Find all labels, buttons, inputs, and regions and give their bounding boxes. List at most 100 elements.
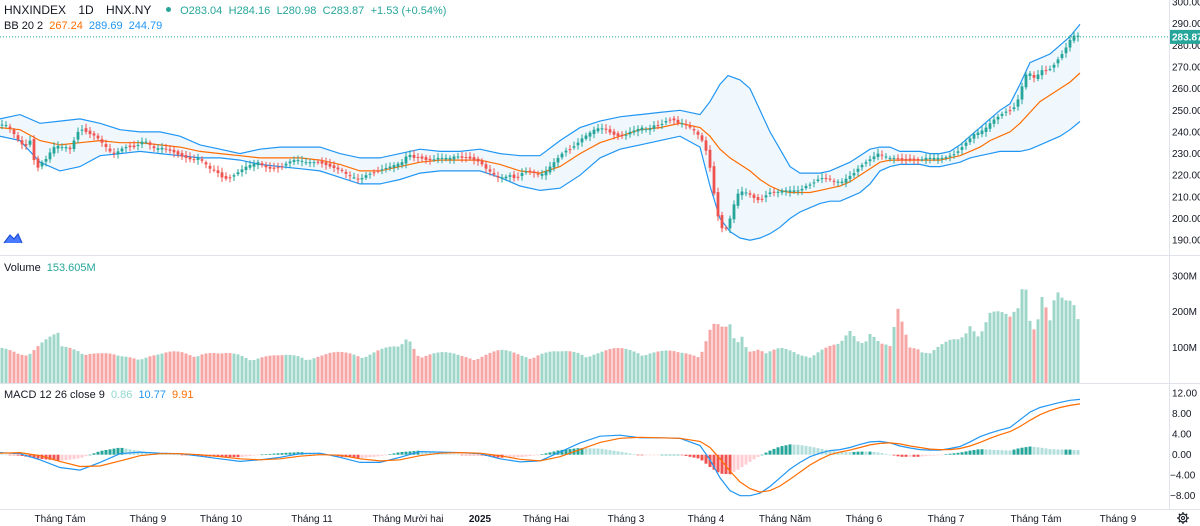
settings-gear-icon[interactable] (1177, 512, 1189, 524)
candle-body (1024, 74, 1028, 88)
volume-bar (136, 359, 140, 383)
candle (364, 172, 368, 180)
volume-bar (512, 352, 516, 383)
time-axis-label: Tháng 6 (846, 514, 883, 525)
macd-histogram-bar (548, 452, 552, 455)
volume-bar (488, 352, 492, 383)
macd-histogram-bar (596, 448, 600, 455)
tradingview-logo-icon[interactable] (3, 231, 23, 245)
macd-histogram-bar (580, 448, 584, 455)
candle-body (768, 192, 772, 194)
volume-bar (268, 355, 272, 383)
candle-body (952, 154, 956, 156)
candle-body (164, 148, 168, 150)
candle-body (808, 184, 812, 186)
volume-bar (1064, 300, 1068, 383)
interval-label[interactable]: 1D (78, 3, 94, 17)
candle-body (784, 190, 788, 192)
symbol-name[interactable]: HNXINDEX (4, 3, 67, 17)
macd-histogram-bar (236, 454, 240, 458)
volume-bar (1008, 316, 1012, 383)
bb-upper-value: 289.69 (88, 20, 123, 32)
volume-bar (408, 341, 412, 383)
volume-bar (920, 352, 924, 383)
candle (180, 150, 184, 160)
candle-body (292, 160, 296, 162)
candle (28, 135, 32, 148)
bb-legend[interactable]: BB 20 2 267.24 289.69 244.79 (4, 19, 165, 33)
macd-histogram-bar (364, 454, 368, 458)
candle (488, 164, 492, 176)
volume-bar (176, 351, 180, 383)
macd-histogram-bar (956, 452, 960, 455)
candle (284, 161, 288, 169)
candle (324, 157, 328, 170)
volume-bar (860, 343, 864, 383)
candle-body (224, 176, 228, 179)
candle (892, 155, 896, 164)
volume-bar (712, 323, 716, 383)
volume-bar (448, 352, 452, 383)
candle (1052, 62, 1056, 73)
macd-legend[interactable]: MACD 12 26 close 9 0.86 10.77 9.91 (4, 388, 196, 402)
volume-bar (400, 344, 404, 383)
macd-histogram-bar (20, 454, 24, 456)
volume-axis-tick: 300M (1172, 271, 1197, 282)
macd-histogram-bar (868, 451, 872, 455)
volume-bar (972, 331, 976, 383)
candle-body (480, 160, 484, 165)
candle-body (324, 162, 328, 166)
volume-bar (396, 346, 400, 383)
volume-bar (320, 355, 324, 383)
volume-bar (324, 354, 328, 383)
price-axis-tick: 250.00 (1172, 106, 1200, 117)
candle (868, 155, 872, 166)
bb-lower-value: 244.79 (128, 20, 163, 32)
volume-bar (812, 355, 816, 383)
volume-bar (252, 360, 256, 383)
macd-histogram-bar (732, 454, 736, 472)
candle (460, 152, 464, 163)
macd-histogram-bar (1044, 448, 1048, 455)
candle-body (412, 154, 416, 158)
candle (544, 166, 548, 180)
macd-histogram-bar (820, 448, 824, 455)
volume-bar (1056, 292, 1060, 383)
price-axis-tick: 300.00 (1172, 0, 1200, 9)
candle-body (184, 155, 188, 158)
candle (972, 132, 976, 144)
candle-body (780, 190, 784, 193)
volume-bar (824, 347, 828, 383)
candle-body (248, 165, 252, 168)
volume-legend[interactable]: Volume 153.605M (4, 261, 99, 275)
candle (864, 159, 868, 167)
volume-bar (504, 350, 508, 383)
candle (912, 155, 916, 165)
macd-histogram-bar (180, 454, 184, 456)
candle-body (796, 190, 800, 192)
macd-histogram-bar (116, 447, 120, 455)
candle-body (520, 173, 524, 176)
candle (328, 158, 332, 169)
macd-histogram-bar (720, 454, 724, 474)
macd-histogram-bar (892, 454, 896, 456)
macd-histogram-bar (120, 447, 124, 455)
macd-histogram-bar (404, 451, 408, 455)
macd-histogram-bar (544, 453, 548, 455)
candle (712, 161, 716, 196)
volume-bar (420, 357, 424, 383)
candle-body (880, 154, 884, 156)
candle-body (68, 147, 72, 150)
candle-body (296, 160, 300, 162)
volume-bar (528, 358, 532, 383)
volume-bar (568, 351, 572, 383)
volume-bar (460, 356, 464, 383)
macd-histogram-bar (568, 449, 572, 455)
macd-histogram-bar (748, 454, 752, 462)
candle-body (92, 133, 96, 136)
candle-body (960, 147, 964, 150)
volume-bar (496, 350, 500, 383)
candle (704, 136, 708, 156)
volume-bar (432, 353, 436, 383)
